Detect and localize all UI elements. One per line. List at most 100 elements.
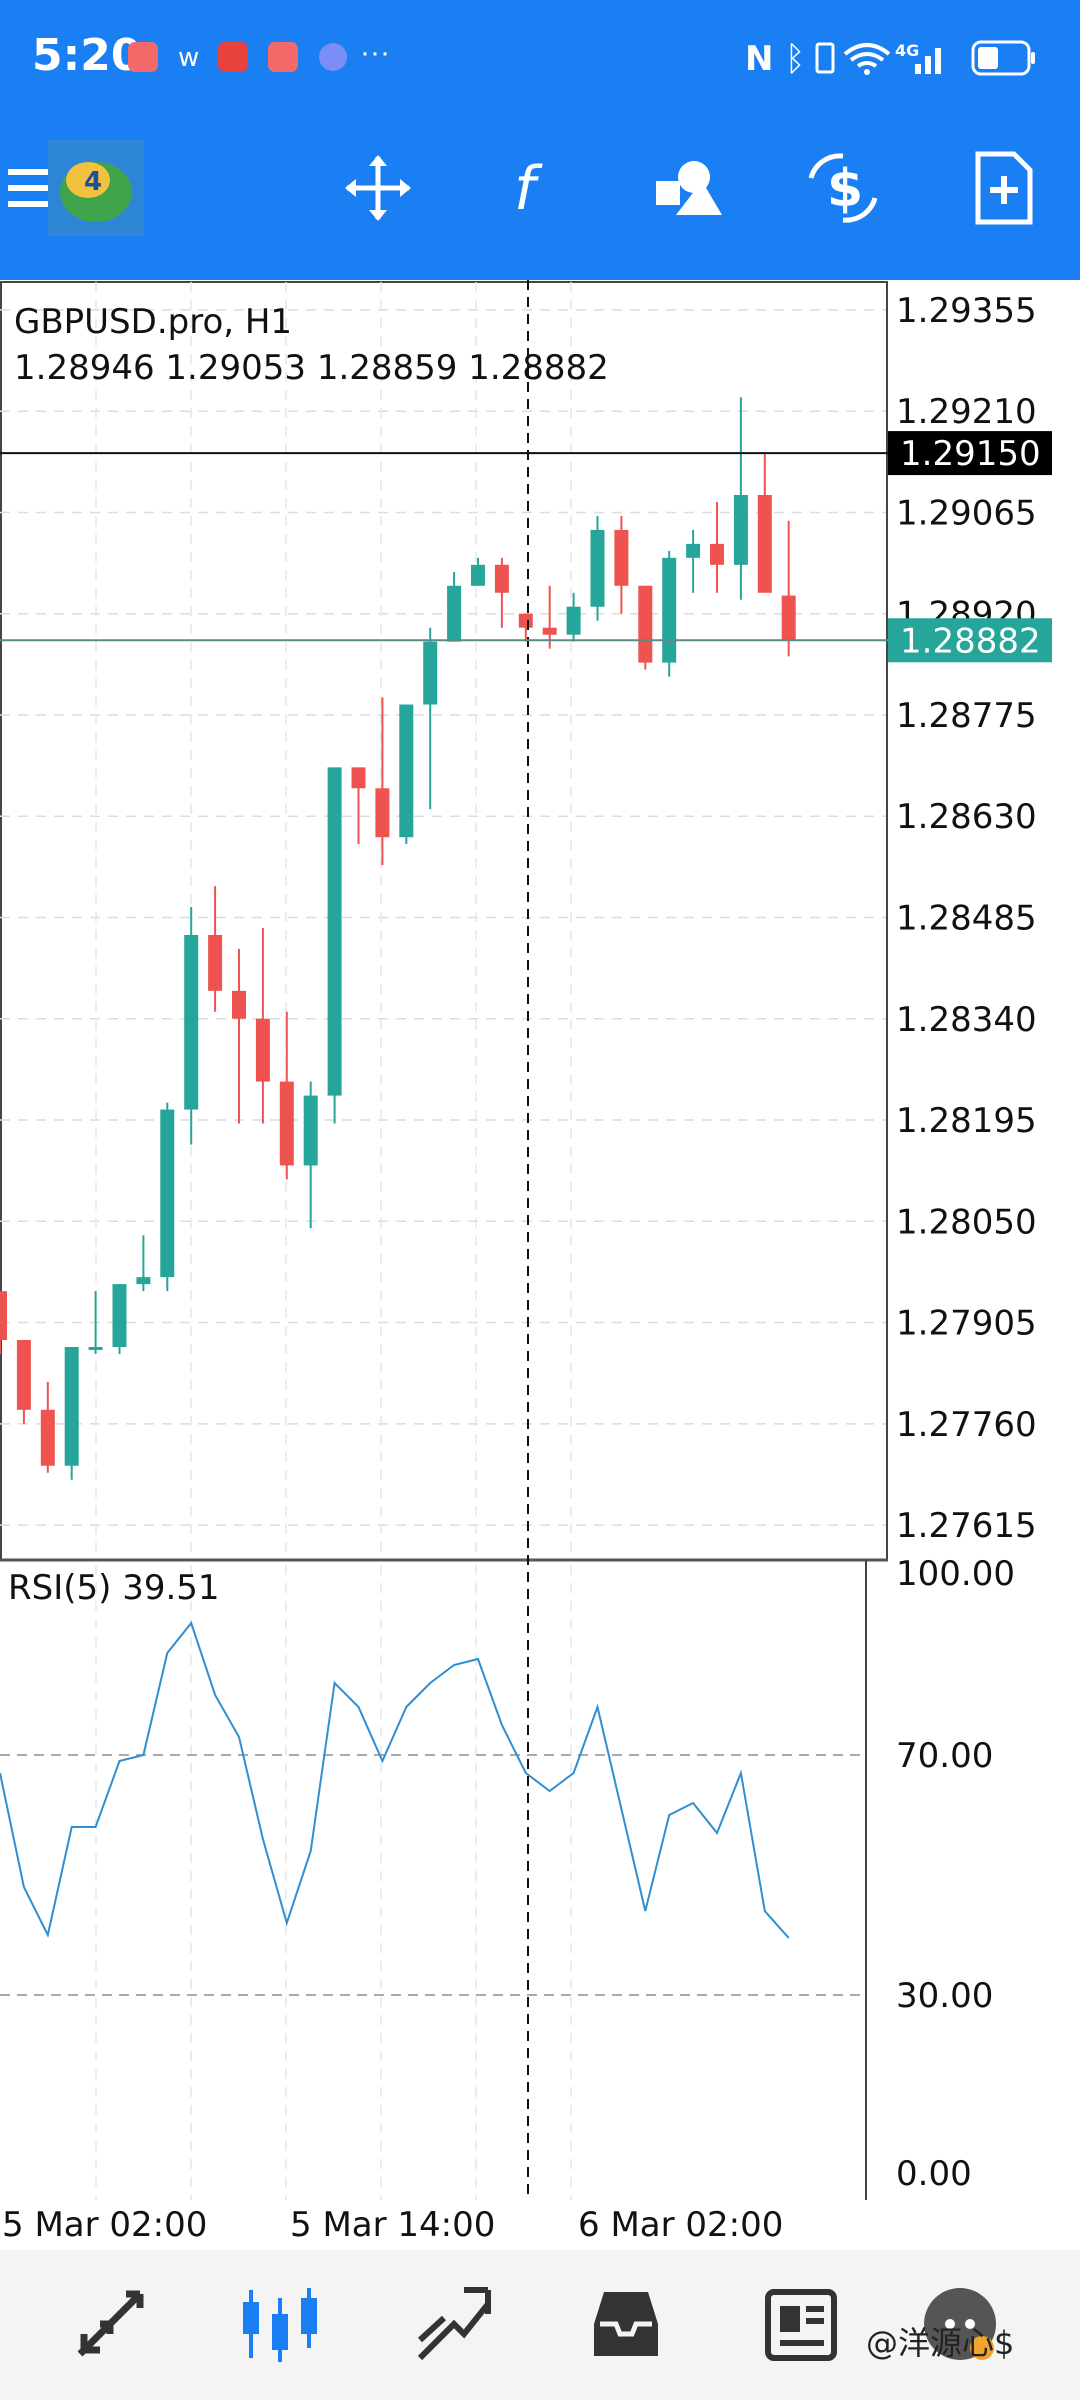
price-axis-label: 1.27760 (896, 1405, 1037, 1445)
candle-body (40, 1409, 55, 1466)
candle-body (590, 529, 605, 607)
candle-body (566, 606, 581, 635)
candle-body (518, 613, 533, 628)
time-axis-label: 6 Mar 02:00 (578, 2205, 783, 2245)
status-time: 5:20 (32, 30, 142, 81)
candle-body (447, 585, 462, 642)
indicators-button[interactable]: f (483, 140, 579, 236)
candle-body (494, 564, 509, 593)
status-bar: 5:20 w ··· N ᛒ 4G (0, 0, 1080, 120)
candle-body (351, 767, 366, 789)
rsi-axis-label: 30.00 (896, 1976, 993, 2016)
candle-body (0, 1291, 7, 1341)
price-axis-label: 1.28050 (896, 1202, 1037, 1242)
mt4-logo: 4 (48, 140, 144, 236)
candle-body (399, 704, 414, 838)
toolbar (0, 120, 1080, 280)
candle-body (160, 1109, 175, 1278)
bid-price-text: 1.28882 (900, 621, 1041, 661)
vibrate-icon (815, 42, 835, 74)
nav-trade[interactable] (406, 2276, 502, 2372)
notification-icons: w (128, 42, 347, 73)
nfc-icon: N (745, 39, 773, 79)
price-axis-label: 1.27615 (896, 1506, 1037, 1546)
price-axis-label: 1.28485 (896, 899, 1037, 939)
crosshair-move-icon (345, 155, 411, 221)
avatar-icon (924, 2288, 996, 2360)
candle-body (303, 1095, 318, 1166)
candle-body (208, 934, 223, 991)
chart-canvas[interactable]: 1.293551.292101.290651.289201.287751.286… (0, 280, 1080, 2250)
quotes-icon (77, 2290, 144, 2357)
huawei-app-icon (128, 42, 158, 72)
mt4-logo-button[interactable]: 4 (48, 140, 144, 236)
candle-body (710, 543, 724, 565)
nav-settings[interactable] (912, 2276, 1008, 2372)
candlestick-series (0, 397, 796, 1480)
price-axis-label: 1.29355 (896, 291, 1037, 331)
wifi-icon (843, 43, 891, 68)
price-axis-label: 1.28775 (896, 696, 1037, 736)
main-chart-frame (0, 281, 888, 1561)
svg-text:f: f (514, 154, 543, 223)
candle-body (423, 641, 438, 705)
price-axis-label: 1.29065 (896, 493, 1037, 533)
nav-history[interactable] (578, 2276, 674, 2372)
candle-body (327, 767, 342, 1096)
candle-body (638, 585, 653, 663)
candle-body (471, 564, 485, 586)
app-icon (218, 42, 248, 72)
menu-button[interactable] (0, 140, 72, 236)
svg-text:$: $ (827, 159, 863, 219)
candle-body (232, 990, 246, 1019)
rsi-axis-label: 100.00 (896, 1554, 1015, 1594)
time-axis-label: 5 Mar 14:00 (290, 2205, 495, 2245)
price-axis-label: 1.29210 (896, 392, 1037, 432)
history-icon (594, 2292, 658, 2356)
time-axis-label: 5 Mar 02:00 (2, 2205, 207, 2245)
rsi-axis-label: 0.00 (896, 2154, 972, 2194)
trade-button[interactable]: $ (795, 140, 891, 236)
candle-body (733, 495, 748, 565)
rsi-axis-label: 70.00 (896, 1736, 993, 1776)
weibo-icon: w (178, 43, 199, 73)
watermark: @洋源心$ (866, 2324, 1015, 2362)
menu-icon (8, 169, 48, 207)
nav-quotes[interactable] (62, 2276, 158, 2372)
bluetooth-icon: ᛒ (785, 39, 805, 79)
candle-body (184, 934, 199, 1110)
grid-lines (0, 282, 886, 2200)
bottom-navigation (0, 2250, 1080, 2400)
battery-icon (971, 40, 1031, 76)
candle-body (88, 1347, 103, 1350)
cellular-4g-icon: 4G (895, 41, 919, 60)
ohlc-values: 1.28946 1.29053 1.28859 1.28882 (14, 348, 609, 388)
price-axis-label: 1.28340 (896, 1000, 1037, 1040)
price-axis: 1.293551.292101.290651.289201.287751.286… (896, 291, 1037, 2194)
price-axis-label: 1.28195 (896, 1101, 1037, 1141)
price-axis-label: 1.28630 (896, 797, 1037, 837)
svg-text:4: 4 (84, 167, 102, 197)
nav-news[interactable] (752, 2276, 848, 2372)
candle-body (757, 495, 772, 593)
crosshair-move-button[interactable] (330, 140, 426, 236)
browser-icon (319, 43, 347, 71)
more-icon: ··· (360, 36, 390, 69)
shapes-icon (656, 161, 722, 215)
objects-button[interactable] (640, 140, 736, 236)
system-icons: N ᛒ 4G (745, 39, 1035, 79)
candle-body (136, 1277, 151, 1285)
chart-area[interactable]: 1.29355 1.29210 1.29065 1.28920 1.28775 1.286… (0, 280, 1080, 2250)
candle-body (375, 788, 390, 838)
rsi-label: RSI(5) 39.51 (8, 1568, 220, 1608)
new-order-button[interactable] (956, 140, 1052, 236)
candle-body (781, 595, 796, 641)
candle-body (686, 543, 701, 558)
candle-body (614, 529, 629, 586)
symbol-title: GBPUSD.pro, H1 (14, 302, 293, 342)
crosshair-price-label: 1.29150 (888, 431, 1052, 476)
huawei-app-icon-2 (268, 42, 298, 72)
new-document-icon (975, 151, 1033, 225)
candle-body (112, 1284, 127, 1347)
nav-chart[interactable] (232, 2276, 328, 2372)
